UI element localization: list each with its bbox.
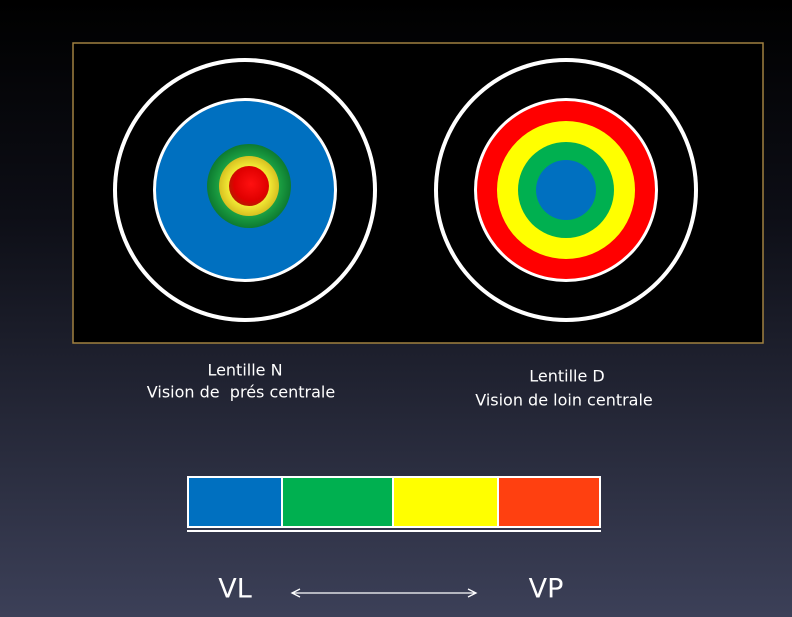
lens-n [113,58,377,322]
left-title: Lentille N [207,361,282,380]
scale-end: VP [529,574,564,605]
right-title: Lentille D [529,367,604,386]
scale-green [283,478,392,526]
scale-blue [189,478,281,526]
color-scale [187,476,601,532]
scale-yellow [394,478,497,526]
double-arrow [290,588,478,598]
zone-red [229,166,269,206]
scale-start: VL [218,574,252,605]
lens-d [434,58,698,322]
left-subtitle: Vision de prés centrale [147,383,335,402]
right-subtitle: Vision de loin centrale [475,391,653,410]
scale-orange [499,478,599,526]
zone-blue [536,160,596,220]
